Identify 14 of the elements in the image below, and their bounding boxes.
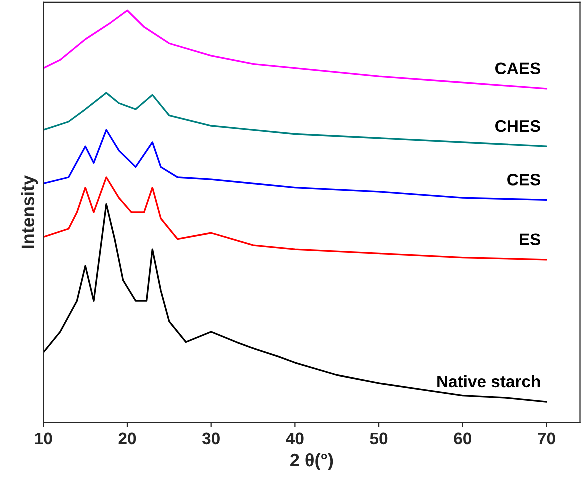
x-tick-label: 30 (202, 432, 220, 445)
x-tick-label: 60 (454, 432, 472, 445)
x-tick-label: 20 (118, 432, 136, 445)
x-tick-label: 40 (286, 432, 304, 445)
series-label: Native starch (438, 375, 540, 388)
x-tick-label: 50 (370, 432, 388, 445)
series-label: CHES (496, 120, 541, 132)
y-axis-title: Intensity (21, 175, 38, 248)
x-tick-label: 70 (538, 432, 556, 445)
x-axis-title: 2 θ(°) (290, 453, 334, 470)
series-label: CES (508, 174, 541, 186)
series-label: CAES (496, 62, 541, 75)
x-tick-label: 10 (35, 432, 52, 445)
series-label: ES (520, 234, 541, 246)
